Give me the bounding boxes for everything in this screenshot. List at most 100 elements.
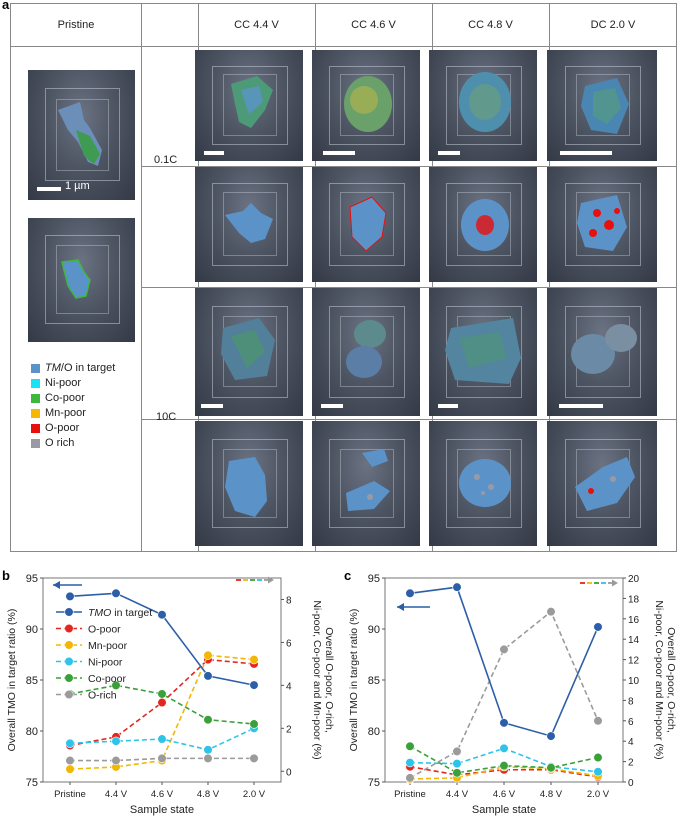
legend-marker <box>64 673 74 683</box>
legend-mn-poor: Mn-poor <box>31 407 86 419</box>
series-line-tmo-in-target <box>409 586 599 738</box>
panel-c-letter: c <box>344 568 352 583</box>
tile-0-1c-slice-cc46 <box>312 167 420 282</box>
point-mn-poor <box>65 764 75 774</box>
xtick-label: Pristine <box>394 789 426 800</box>
point-co-poor <box>593 752 603 763</box>
point-ni-poor <box>499 743 509 753</box>
legend-label: Ni-poor <box>88 657 123 669</box>
point-o-rich <box>452 746 462 756</box>
ytick-right-label: 6 <box>628 717 634 728</box>
point-tmo-in-target <box>452 582 462 592</box>
point-o-rich <box>546 607 556 617</box>
col-header-pristine: Pristine <box>57 19 95 31</box>
x-axis-label: Sample state <box>130 804 194 816</box>
point-co-poor <box>249 719 259 729</box>
legend-swatch-ni <box>31 378 40 388</box>
legend-swatch-co <box>31 393 40 403</box>
y-axis-right-label-line2: Ni-poor, Co-poor and Mn-poor (%) <box>311 600 323 759</box>
xtick-label: 4.4 V <box>105 789 128 800</box>
point-tmo-in-target <box>546 731 556 741</box>
col-header-cc48: CC 4.8 V <box>468 19 513 31</box>
xtick-label: 4.8 V <box>540 789 563 800</box>
x-axis-label: Sample state <box>472 804 536 816</box>
point-tmo-in-target <box>405 588 415 598</box>
xtick-label: 2.0 V <box>587 789 610 800</box>
point-tmo-in-target <box>203 671 213 681</box>
point-o-rich <box>499 644 509 654</box>
point-o-rich <box>65 755 75 766</box>
point-ni-poor <box>452 759 462 769</box>
legend-swatch-tmo <box>31 363 40 373</box>
point-o-rich <box>593 716 603 726</box>
pristine-slice-render <box>28 218 135 342</box>
row-label-0-1c: 0.1C <box>154 154 178 166</box>
tile-0-1c-3d-cc48 <box>429 50 537 161</box>
panel-a-letter: a <box>2 0 10 12</box>
legend-ni-label: Ni-poor <box>45 377 82 389</box>
chart-c: 75 80 85 90 95 0 2 4 6 8 10 12 14 16 18 20 Pristine 4.4 V… <box>348 573 677 816</box>
point-tmo-in-target <box>157 610 167 620</box>
legend-o-rich: O rich <box>31 437 74 449</box>
chart-b: 75 80 85 90 95 0 2 4 6 8 Pristine 4.4 V 4.6 V 4.8 V 2.… <box>6 573 335 816</box>
point-o-rich <box>405 773 415 783</box>
point-o-poor <box>157 697 167 708</box>
point-co-poor <box>546 763 556 773</box>
xtick-label: 4.4 V <box>446 789 469 800</box>
point-mn-poor <box>249 654 259 665</box>
right-axis-arrowhead <box>268 576 274 584</box>
ytick-right-label: 14 <box>628 635 640 646</box>
y-axis-left-label: Overall TMO in target ratio (%) <box>6 609 18 752</box>
point-co-poor <box>157 689 167 699</box>
xtick-label: Pristine <box>54 789 86 800</box>
tile-0-1c-slice-cc48 <box>429 167 537 282</box>
point-o-rich <box>203 753 213 763</box>
tile-10c-3d-dc20 <box>547 288 657 416</box>
point-ni-poor <box>593 767 603 777</box>
ytick-left-label: 95 <box>368 573 380 585</box>
point-co-poor <box>452 768 462 778</box>
legend-tm-prefix: TM <box>45 362 61 374</box>
point-co-poor <box>111 680 121 690</box>
ytick-right-label: 10 <box>628 676 640 687</box>
legend-tmo-label: /O in target <box>60 362 116 374</box>
y-axis-right-label: Overall O-poor, O-rich, <box>665 627 677 733</box>
pristine-3d-render: 1 µm <box>28 70 135 200</box>
legend-o-poor: O-poor <box>31 422 79 434</box>
legend-label: TMO in target <box>88 607 152 619</box>
point-ni-poor <box>111 736 121 746</box>
legend-marker <box>64 656 74 667</box>
point-tmo-in-target <box>111 588 121 598</box>
legend-label: O-rich <box>88 690 117 702</box>
point-mn-poor <box>203 650 213 660</box>
tile-0-1c-3d-dc20 <box>547 50 657 161</box>
tile-10c-3d-cc46 <box>312 288 420 416</box>
ytick-left-label: 75 <box>368 777 380 789</box>
legend-co-poor: Co-poor <box>31 392 85 404</box>
tile-0-1c-slice-dc20 <box>547 167 657 282</box>
ytick-right-label: 4 <box>286 681 292 692</box>
xtick-label: 2.0 V <box>243 789 266 800</box>
point-ni-poor <box>203 745 213 755</box>
tile-10c-slice-cc46 <box>312 421 420 546</box>
ytick-right-label: 2 <box>628 758 634 769</box>
ytick-right-label: 12 <box>628 656 640 667</box>
xtick-label: 4.6 V <box>493 789 516 800</box>
ytick-right-label: 0 <box>628 778 634 789</box>
point-o-rich <box>111 755 121 766</box>
tile-10c-slice-cc44 <box>195 421 303 546</box>
right-axis-arrowhead <box>612 579 618 587</box>
ytick-left-label: 90 <box>368 624 380 636</box>
tile-10c-3d-cc48 <box>429 288 537 416</box>
left-axis-arrowhead <box>397 603 404 611</box>
tile-0-1c-3d-cc44 <box>195 50 303 161</box>
legend-marker <box>64 607 74 617</box>
legend-label: O-poor <box>88 624 121 636</box>
col-header-dc20: DC 2.0 V <box>590 19 636 31</box>
legend-opoor-label: O-poor <box>45 422 80 434</box>
legend-swatch-mn <box>31 408 40 418</box>
legend-marker <box>64 689 74 700</box>
point-co-poor <box>203 715 213 725</box>
tile-10c-3d-cc44 <box>195 288 303 416</box>
legend-co-label: Co-poor <box>45 392 85 404</box>
